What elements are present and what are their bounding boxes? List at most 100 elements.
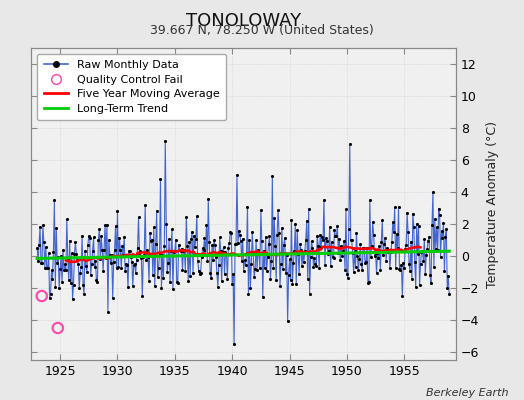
Point [346, 237, 355, 243]
Point [303, 276, 312, 283]
Point [441, 234, 450, 240]
Point [438, 228, 446, 234]
Point [336, 256, 344, 263]
Point [334, 250, 343, 256]
Point [241, 256, 249, 263]
Point [397, 261, 406, 268]
Point [362, 259, 370, 266]
Point [378, 217, 387, 224]
Point [434, 205, 443, 212]
Point [323, 238, 331, 244]
Point [93, 279, 102, 286]
Point [289, 260, 298, 266]
Point [85, 235, 94, 241]
Point [409, 210, 417, 217]
Point [202, 222, 211, 228]
Point [156, 176, 165, 182]
Point [430, 264, 438, 270]
Point [304, 206, 313, 212]
Point [291, 221, 300, 227]
Point [146, 230, 154, 236]
Point [128, 258, 136, 265]
Point [422, 251, 430, 258]
Point [292, 280, 300, 287]
Point [193, 213, 201, 219]
Point [127, 254, 135, 260]
Point [300, 258, 308, 265]
Point [225, 240, 234, 246]
Point [162, 221, 170, 227]
Point [264, 254, 272, 260]
Point [59, 247, 67, 253]
Point [353, 253, 362, 259]
Point [204, 196, 213, 202]
Point [438, 235, 446, 241]
Point [383, 244, 391, 251]
Point [47, 267, 56, 273]
Point [41, 244, 50, 250]
Point [186, 273, 194, 279]
Point [170, 249, 178, 255]
Point [90, 234, 98, 240]
Point [141, 202, 149, 208]
Point [224, 244, 233, 251]
Point [134, 214, 143, 220]
Point [244, 290, 253, 297]
Point [68, 250, 76, 257]
Point [71, 239, 80, 246]
Point [271, 243, 279, 249]
Text: Berkeley Earth: Berkeley Earth [426, 388, 508, 398]
Point [258, 238, 266, 244]
Point [310, 255, 319, 261]
Point [221, 270, 229, 277]
Point [95, 226, 104, 232]
Point [379, 252, 387, 258]
Point [413, 251, 422, 257]
Point [42, 265, 51, 271]
Point [318, 233, 326, 240]
Point [64, 277, 73, 283]
Point [294, 250, 302, 257]
Point [68, 295, 77, 302]
Point [320, 197, 328, 203]
Point [285, 272, 293, 278]
Point [157, 285, 166, 292]
Point [53, 260, 61, 266]
Point [357, 261, 365, 268]
Point [206, 270, 214, 276]
Point [159, 275, 168, 282]
Point [255, 250, 263, 257]
Point [169, 286, 177, 293]
Point [171, 236, 180, 243]
Point [247, 261, 256, 268]
Point [122, 260, 130, 267]
Point [209, 257, 217, 263]
Point [84, 242, 92, 248]
Point [234, 240, 242, 246]
Point [250, 274, 258, 280]
Point [443, 285, 452, 291]
Point [404, 229, 412, 235]
Point [406, 267, 414, 274]
Point [374, 255, 383, 262]
Point [216, 248, 225, 254]
Point [366, 197, 374, 203]
Point [229, 271, 237, 278]
Point [363, 245, 371, 251]
Point [426, 272, 434, 278]
Point [367, 243, 376, 249]
Point [201, 252, 210, 258]
Point [398, 293, 407, 299]
Point [126, 248, 134, 254]
Point [280, 235, 289, 241]
Point [164, 260, 172, 266]
Y-axis label: Temperature Anomaly (°C): Temperature Anomaly (°C) [486, 120, 499, 288]
Point [283, 318, 292, 325]
Point [319, 237, 327, 244]
Point [230, 341, 238, 347]
Point [62, 267, 70, 274]
Point [296, 241, 304, 247]
Point [263, 268, 271, 274]
Point [264, 241, 272, 247]
Point [429, 189, 437, 195]
